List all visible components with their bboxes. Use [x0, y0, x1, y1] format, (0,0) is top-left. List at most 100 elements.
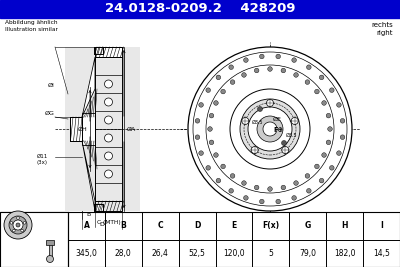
Bar — [0, 0, 400, 18]
Circle shape — [251, 147, 258, 154]
Bar — [70, 117, 82, 141]
Circle shape — [16, 223, 20, 227]
Circle shape — [281, 185, 286, 190]
Text: B: B — [86, 212, 91, 217]
Bar — [0, 212, 68, 267]
Circle shape — [258, 107, 262, 112]
Circle shape — [254, 68, 259, 73]
Text: 28,0: 28,0 — [115, 249, 132, 258]
Circle shape — [104, 134, 112, 142]
Text: 120,0: 120,0 — [223, 249, 245, 258]
Text: ØG: ØG — [45, 111, 55, 116]
Bar — [95, 47, 122, 57]
Circle shape — [330, 166, 334, 170]
Bar — [95, 57, 122, 201]
Text: C: C — [158, 221, 163, 230]
Circle shape — [282, 147, 289, 154]
Circle shape — [319, 178, 324, 183]
Text: 24.0128-0209.2    428209: 24.0128-0209.2 428209 — [105, 2, 295, 15]
Circle shape — [104, 170, 112, 178]
Text: Ø8.5: Ø8.5 — [286, 133, 298, 138]
Text: D: D — [100, 222, 104, 227]
Circle shape — [260, 54, 264, 59]
Circle shape — [17, 217, 19, 219]
Circle shape — [315, 164, 319, 169]
Circle shape — [322, 153, 326, 157]
Circle shape — [330, 88, 334, 92]
Text: H: H — [342, 221, 348, 230]
Bar — [94, 204, 103, 211]
Circle shape — [276, 199, 280, 204]
Text: ØA: ØA — [127, 127, 136, 132]
Circle shape — [104, 80, 112, 88]
Text: 79,0: 79,0 — [299, 249, 316, 258]
Text: 14,5: 14,5 — [373, 249, 390, 258]
Circle shape — [209, 140, 214, 145]
Circle shape — [248, 107, 292, 151]
Text: ATE: ATE — [226, 118, 334, 170]
Circle shape — [276, 54, 280, 59]
Circle shape — [240, 99, 300, 159]
Text: G: G — [305, 221, 311, 230]
Circle shape — [221, 89, 225, 94]
Text: 52,5: 52,5 — [189, 249, 206, 258]
Circle shape — [328, 127, 332, 131]
Circle shape — [266, 100, 274, 107]
Text: A: A — [84, 221, 89, 230]
Circle shape — [9, 216, 27, 234]
Circle shape — [214, 101, 218, 105]
Bar — [65, 47, 140, 211]
Polygon shape — [82, 141, 95, 211]
Text: ØE: ØE — [273, 117, 282, 122]
Circle shape — [268, 67, 272, 71]
Circle shape — [254, 185, 259, 190]
Circle shape — [322, 101, 326, 105]
Circle shape — [340, 135, 345, 139]
Circle shape — [281, 68, 286, 73]
Circle shape — [229, 189, 234, 193]
Circle shape — [208, 127, 212, 131]
Circle shape — [46, 256, 54, 262]
Circle shape — [326, 113, 331, 118]
Circle shape — [23, 222, 26, 224]
Circle shape — [305, 80, 310, 84]
Circle shape — [104, 152, 112, 160]
Bar — [82, 113, 95, 145]
Circle shape — [306, 65, 311, 69]
Circle shape — [229, 65, 234, 69]
Circle shape — [10, 222, 13, 224]
Circle shape — [337, 151, 341, 155]
Circle shape — [292, 58, 296, 62]
Text: ØH: ØH — [78, 127, 88, 132]
Circle shape — [244, 58, 248, 62]
Text: F⊕: F⊕ — [273, 127, 283, 133]
Circle shape — [340, 119, 345, 123]
Circle shape — [230, 174, 235, 178]
Circle shape — [206, 65, 334, 193]
Polygon shape — [82, 57, 95, 117]
Circle shape — [244, 196, 248, 200]
Text: B: B — [120, 221, 126, 230]
Bar — [95, 47, 122, 57]
Bar — [94, 47, 103, 54]
Text: Abbildung ähnlich
Illustration similar: Abbildung ähnlich Illustration similar — [5, 20, 58, 32]
Circle shape — [4, 211, 32, 239]
Text: 26,4: 26,4 — [152, 249, 169, 258]
Circle shape — [209, 113, 214, 118]
Circle shape — [195, 119, 200, 123]
Circle shape — [263, 122, 277, 136]
Circle shape — [216, 178, 221, 183]
Bar — [94, 204, 103, 211]
Circle shape — [242, 73, 246, 77]
Circle shape — [294, 181, 298, 185]
Text: ØI: ØI — [48, 83, 55, 88]
Circle shape — [294, 73, 298, 77]
Circle shape — [199, 103, 203, 107]
Circle shape — [230, 80, 235, 84]
Text: C (MTH): C (MTH) — [97, 220, 120, 225]
Bar — [70, 117, 82, 141]
Circle shape — [195, 135, 200, 139]
Circle shape — [260, 199, 264, 204]
Circle shape — [12, 229, 15, 232]
Circle shape — [221, 164, 225, 169]
